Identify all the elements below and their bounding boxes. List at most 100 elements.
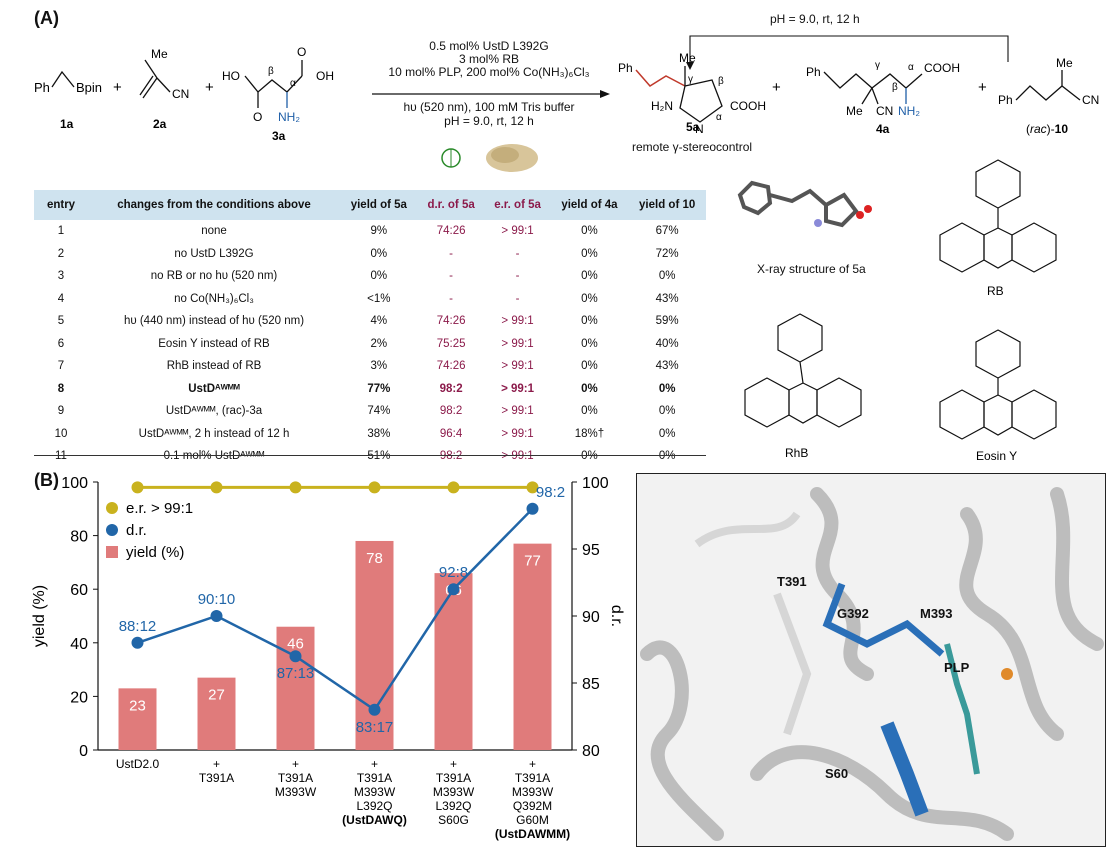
er-point xyxy=(526,481,539,494)
table-cell: no Co(NH₃)₆Cl₃ xyxy=(174,292,254,305)
y-tick-label: 80 xyxy=(70,529,88,546)
th-yield-5a: yield of 5a xyxy=(340,190,418,220)
table-cell: UstDᴬᵂᴹᴹ xyxy=(188,382,240,395)
table-row: 2 no UstD L392G 0% - - 0% 72% xyxy=(34,243,706,266)
x-tick-label: M393W xyxy=(433,785,475,799)
x-tick-label: UstD2.0 xyxy=(116,757,160,771)
dr-point xyxy=(368,703,381,716)
table-cell: 0% xyxy=(658,405,676,418)
x-tick-label: (UstDAWMM) xyxy=(495,827,570,841)
dr-point xyxy=(131,636,144,649)
table-cell: 51% xyxy=(367,450,391,463)
table-cell: UstDᴬᵂᴹᴹ, (rac)-3a xyxy=(165,405,263,418)
table-cell: 9 xyxy=(57,405,65,418)
th-yield-10: yield of 10 xyxy=(628,190,706,220)
table-cell: > 99:1 xyxy=(501,315,534,328)
table-row: 10 UstDᴬᵂᴹᴹ, 2 h instead of 12 h 38% 96:4 > … xyxy=(34,423,706,446)
table-cell: 40% xyxy=(655,337,679,350)
mutation-chart: 0 20 40 60 80 100 80 85 90 95 100 yield (%) d.r. 23 27… xyxy=(31,475,625,841)
condition-rb: 3 mol% RB xyxy=(458,52,520,66)
table-cell: RhB instead of RB xyxy=(166,360,262,373)
th-dr-5a: d.r. of 5a xyxy=(417,190,485,220)
legend-label: yield (%) xyxy=(126,544,184,561)
table-cell: none xyxy=(201,225,227,238)
table-cell: 4 xyxy=(57,292,65,305)
svg-text:α: α xyxy=(716,112,722,123)
table-cell: 5 xyxy=(57,315,65,328)
x-tick-label: T391A xyxy=(515,771,550,785)
table-cell: 0% xyxy=(658,270,676,283)
y2-tick-label: 100 xyxy=(582,475,609,492)
x-tick-label: + xyxy=(213,757,220,771)
table-row: 3 no RB or no hυ (520 nm) 0% - - 0% 0% xyxy=(34,265,706,288)
svg-text:β: β xyxy=(892,82,898,93)
er-point xyxy=(210,481,223,494)
legend-swatch xyxy=(106,502,118,514)
er-point xyxy=(368,481,381,494)
y2-tick-label: 95 xyxy=(582,542,600,559)
dr-point xyxy=(526,502,539,515)
compound-1a: 1a xyxy=(60,117,74,131)
table-cell: 72% xyxy=(655,247,679,260)
table-cell: 43% xyxy=(655,360,679,373)
residue-s60-label: S60 xyxy=(825,766,849,781)
dr-line xyxy=(137,507,534,712)
protein-cartoon xyxy=(640,487,1104,841)
svg-text:CN: CN xyxy=(876,104,893,118)
svg-text:β: β xyxy=(718,76,724,87)
x-tick-label: Q392M xyxy=(513,799,552,813)
table-cell: hυ (440 nm) instead of hυ (520 nm) xyxy=(123,315,305,328)
legend-label: d.r. xyxy=(126,522,147,539)
table-cell: 0% xyxy=(581,337,598,350)
svg-text:CN: CN xyxy=(172,87,189,101)
yield-bar-label: 77 xyxy=(524,553,541,570)
y-axis-label: yield (%) xyxy=(31,585,48,647)
dye-eosin-label: Eosin Y xyxy=(976,449,1017,463)
svg-text:+: + xyxy=(113,79,122,96)
residue-g392-label: G392 xyxy=(837,606,869,621)
table-cell: > 99:1 xyxy=(501,382,535,395)
reaction-scheme: Ph Bpin 1a + Me CN 2a + HO O β α NH₂ O O… xyxy=(34,35,1099,172)
table-cell: 74:26 xyxy=(436,315,466,328)
dr-point-label: 87:13 xyxy=(277,665,315,682)
x-tick-label: G60M xyxy=(516,813,549,827)
table-cell: 9% xyxy=(370,225,388,238)
yield-bar xyxy=(513,543,552,750)
table-cell: 74:26 xyxy=(436,225,466,238)
dr-point-label: 83:17 xyxy=(356,719,394,736)
yield-bar xyxy=(434,573,473,750)
y-tick-label: 20 xyxy=(70,689,88,706)
x-tick-label: + xyxy=(450,757,457,771)
svg-text:CN: CN xyxy=(1082,93,1099,107)
th-changes: changes from the conditions above xyxy=(88,190,340,220)
svg-text:COOH: COOH xyxy=(924,61,960,75)
table-row: 8 UstDᴬᵂᴹᴹ 77% 98:2 > 99:1 0% 0% xyxy=(34,378,706,401)
svg-text:Bpin: Bpin xyxy=(76,80,102,95)
table-cell: > 99:1 xyxy=(501,225,534,238)
table-cell: > 99:1 xyxy=(501,427,534,440)
table-cell: 0% xyxy=(581,225,598,238)
table-cell: 0% xyxy=(581,450,598,463)
svg-text:Me: Me xyxy=(679,51,696,65)
x-tick-label: L392Q xyxy=(435,799,471,813)
svg-text:H₂N: H₂N xyxy=(651,99,673,113)
yield-bar xyxy=(197,677,236,750)
y-tick-label: 0 xyxy=(79,743,88,760)
table-cell: 0.1 mol% UstDᴬᵂᴹᴹ xyxy=(163,450,265,463)
y-tick-label: 100 xyxy=(61,475,88,492)
table-row: 1 none 9% 74:26 > 99:1 0% 67% xyxy=(34,220,706,243)
svg-text:Ph: Ph xyxy=(618,61,633,75)
dr-point xyxy=(447,583,460,596)
table-cell: 77% xyxy=(367,382,391,395)
table-row: 5 hυ (440 nm) instead of hυ (520 nm) 4% 74:… xyxy=(34,310,706,333)
th-er-5a: e.r. of 5a xyxy=(484,190,551,220)
svg-text:O: O xyxy=(297,45,306,59)
table-cell: 2 xyxy=(57,247,65,260)
table-cell: 3% xyxy=(370,360,388,373)
table-header-row: entry changes from the conditions above … xyxy=(34,190,706,220)
yield-bar xyxy=(118,688,157,750)
er-point xyxy=(447,481,460,494)
table-cell: > 99:1 xyxy=(501,360,534,373)
y2-tick-label: 90 xyxy=(582,609,600,626)
table-cell: 18%† xyxy=(574,427,605,440)
